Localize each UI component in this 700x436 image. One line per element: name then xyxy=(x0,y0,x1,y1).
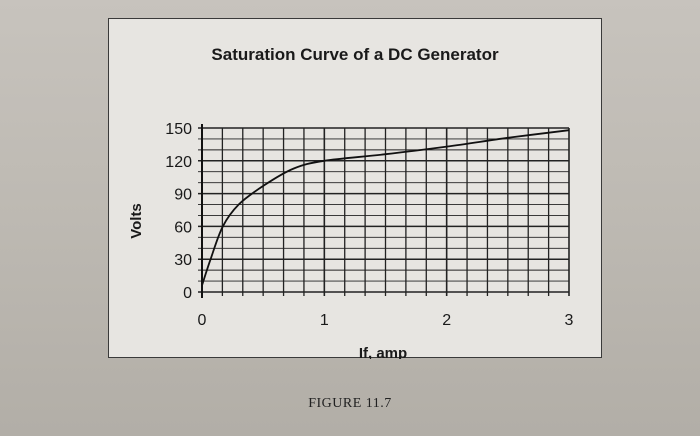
labels: 0 30 60 90 120 150 0 1 2 3 xyxy=(165,121,573,329)
y-tick-label: 30 xyxy=(174,252,192,269)
y-axis-label: Volts xyxy=(128,203,145,239)
y-tick-label: 150 xyxy=(165,121,192,138)
x-tick-label: 1 xyxy=(320,312,329,329)
chart-panel: 0 30 60 90 120 150 0 1 2 3 Saturation Curve of a … xyxy=(108,18,602,359)
chart-svg: 0 30 60 90 120 150 0 1 2 3 Saturation Curve of a … xyxy=(128,45,574,359)
y-tick-label: 120 xyxy=(165,154,192,171)
chart-title: Saturation Curve of a DC Generator xyxy=(211,45,499,64)
grid xyxy=(198,127,570,296)
x-axis-label: If, amp xyxy=(359,345,407,359)
y-tick-label: 90 xyxy=(174,187,192,204)
x-tick-label: 3 xyxy=(565,312,574,329)
figure-caption: FIGURE 11.7 xyxy=(308,396,392,411)
x-tick-label: 0 xyxy=(198,312,207,329)
x-tick-label: 2 xyxy=(442,312,451,329)
y-tick-label: 0 xyxy=(183,285,192,302)
saturation-curve xyxy=(201,129,570,286)
y-tick-label: 60 xyxy=(174,219,192,236)
series-layer xyxy=(201,129,570,286)
